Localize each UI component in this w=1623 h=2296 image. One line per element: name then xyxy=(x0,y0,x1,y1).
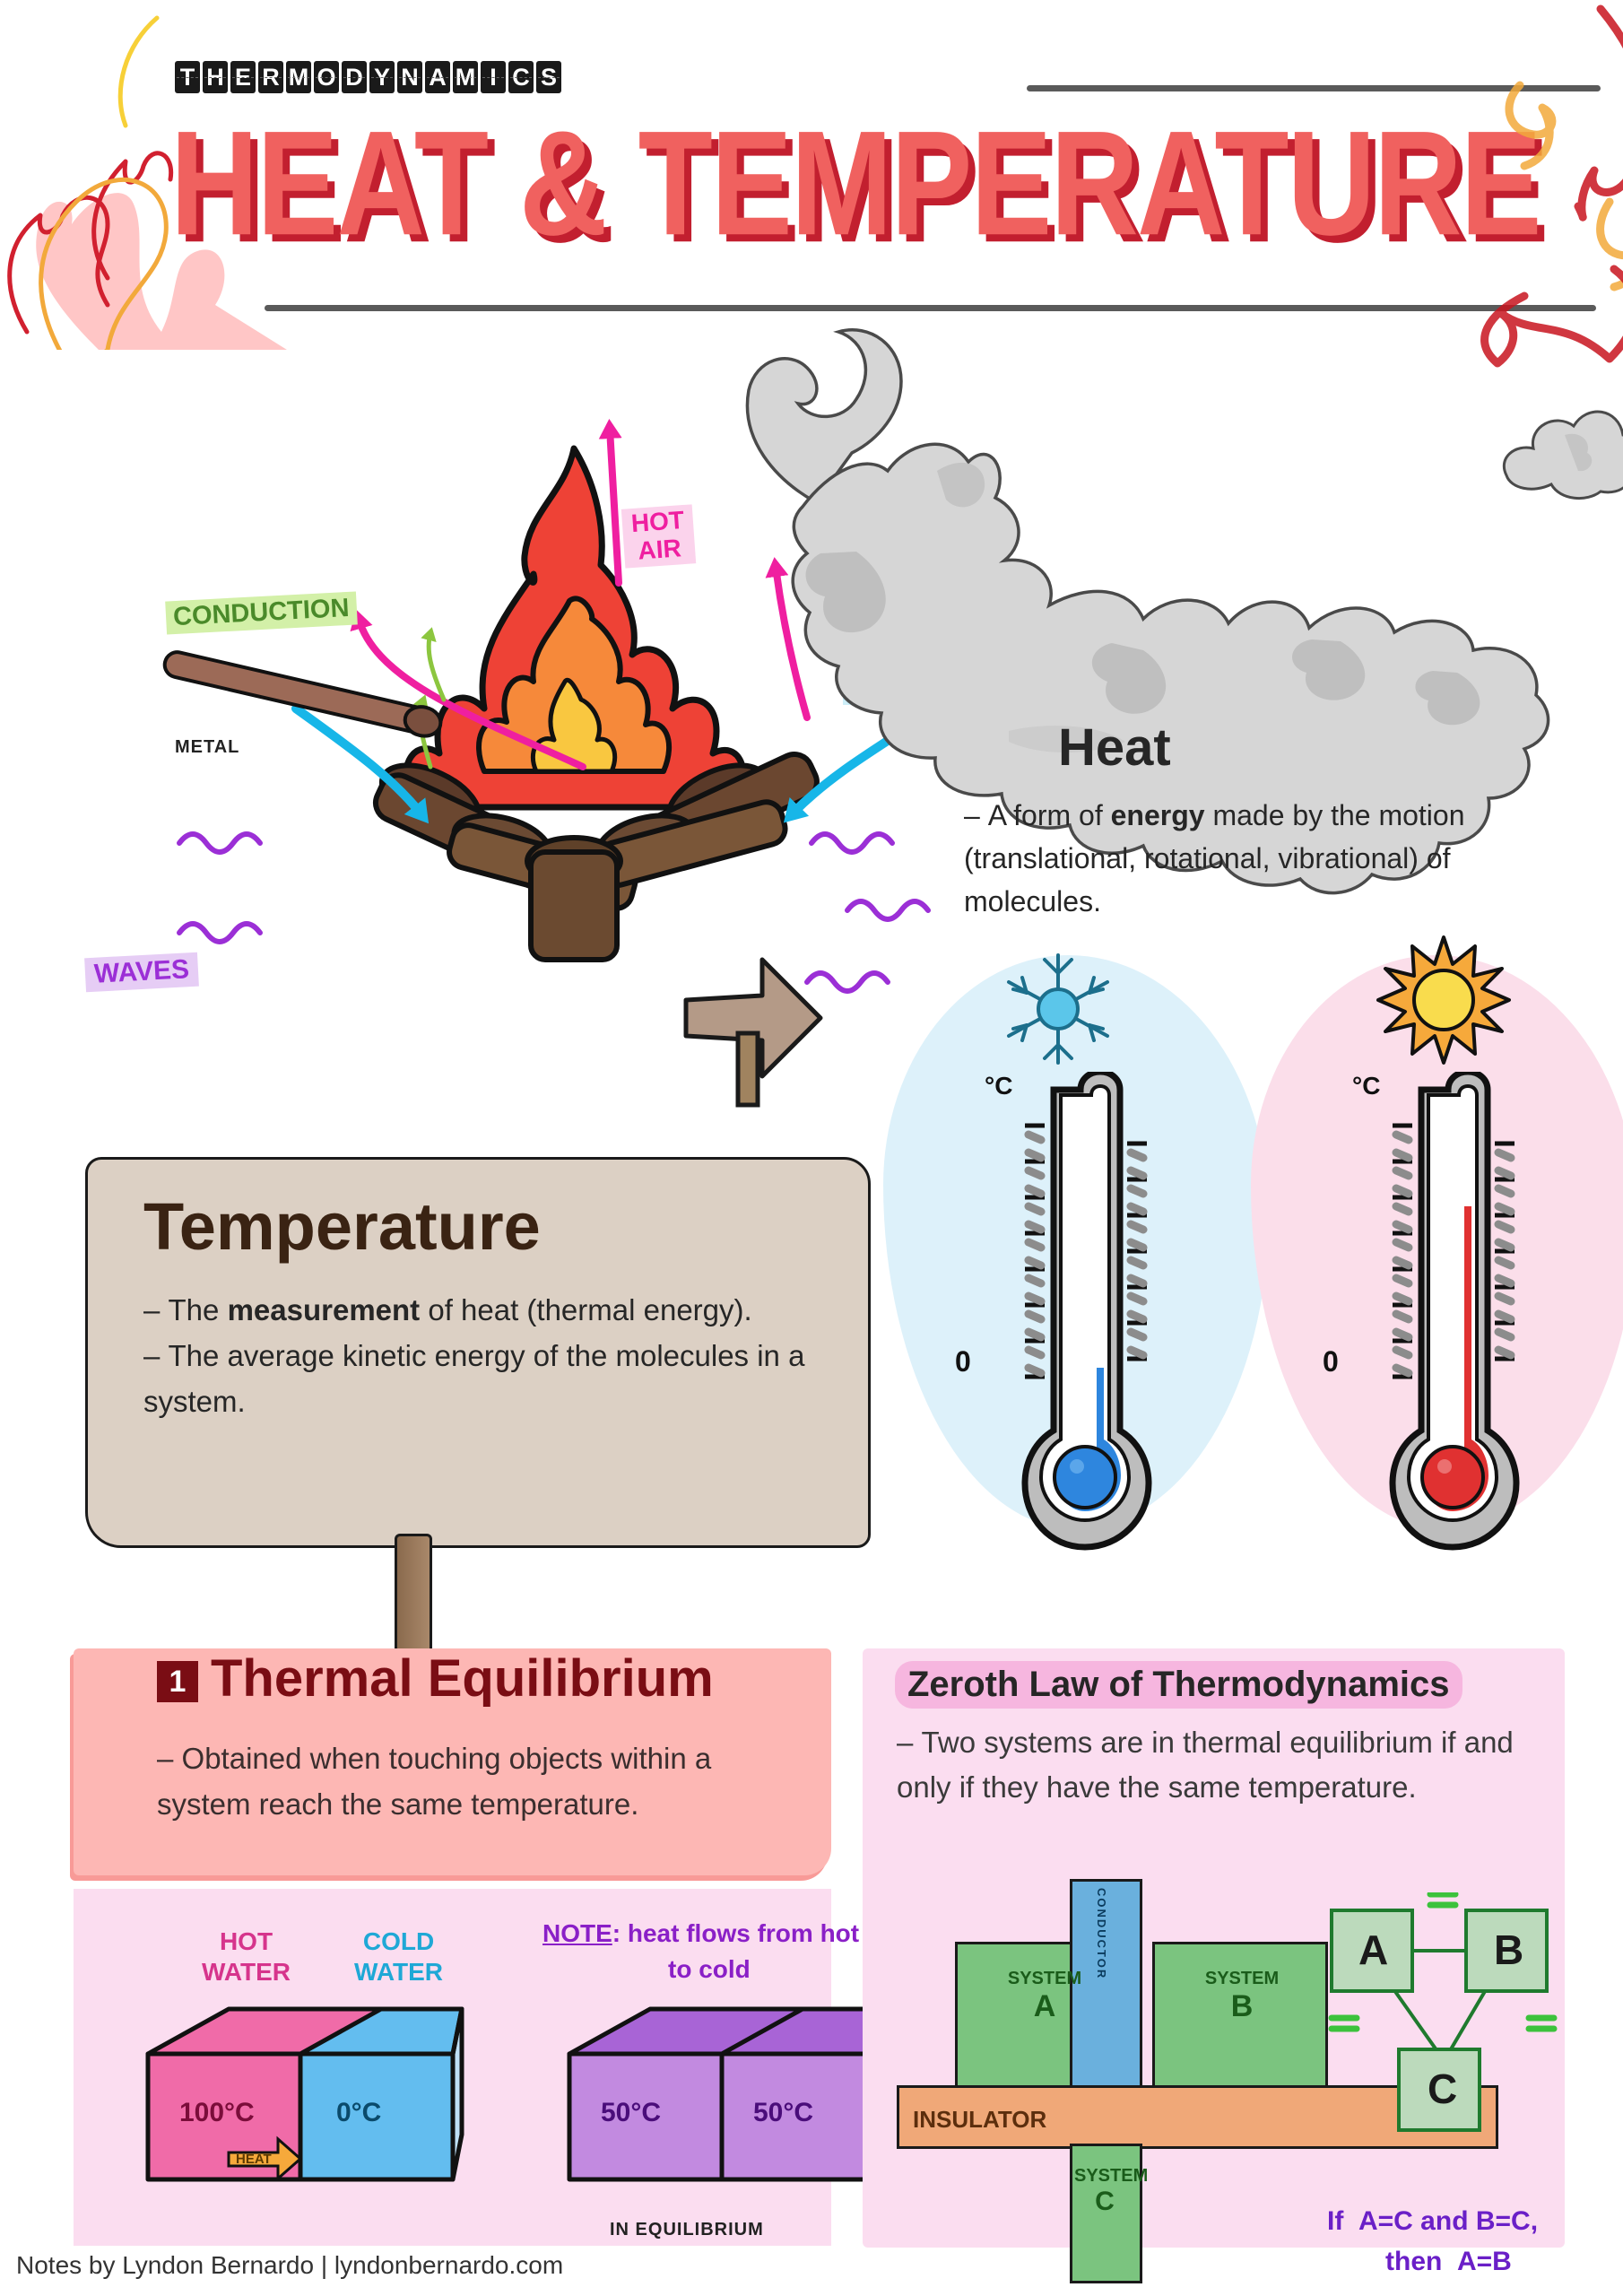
svg-text:100°C: 100°C xyxy=(179,2098,255,2127)
svg-text:A: A xyxy=(1358,1926,1388,1973)
svg-text:C: C xyxy=(1428,2066,1457,2112)
svg-text:B: B xyxy=(1494,1926,1523,1973)
svg-text:0°C: 0°C xyxy=(336,2098,381,2127)
svg-text:50°C: 50°C xyxy=(753,2098,813,2127)
svg-text:HEAT: HEAT xyxy=(236,2152,272,2167)
svg-text:50°C: 50°C xyxy=(601,2098,661,2127)
